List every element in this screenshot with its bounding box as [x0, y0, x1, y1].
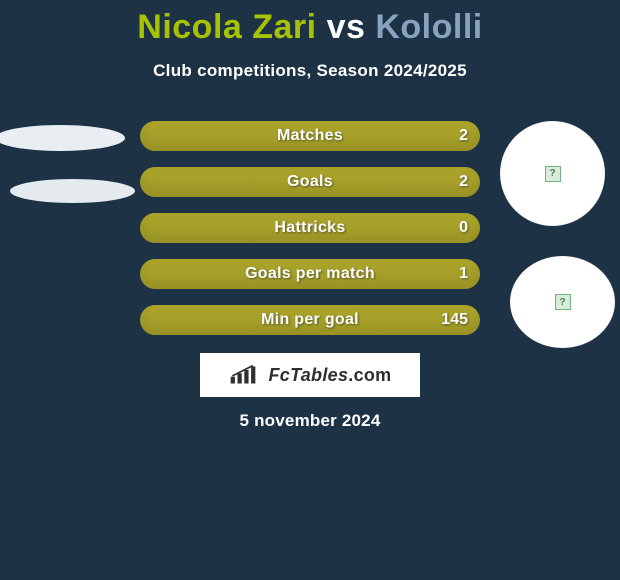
- stat-label: Goals per match: [140, 259, 480, 289]
- player1-name: Nicola Zari: [137, 8, 316, 46]
- comparison-stage: ? ? Matches 2 Goals 2 Hattricks 0 Goals …: [0, 111, 620, 471]
- stat-bar-min-per-goal: Min per goal 145: [140, 305, 480, 335]
- date-text: 5 november 2024: [0, 411, 620, 431]
- stat-bar-goals: Goals 2: [140, 167, 480, 197]
- stat-bars: Matches 2 Goals 2 Hattricks 0 Goals per …: [140, 121, 480, 351]
- stat-bar-hattricks: Hattricks 0: [140, 213, 480, 243]
- stat-label: Matches: [140, 121, 480, 151]
- stat-label: Hattricks: [140, 213, 480, 243]
- player2-photo-circle-top: ?: [500, 121, 605, 226]
- stat-value: 0: [459, 213, 468, 243]
- player2-name: Kololli: [375, 8, 482, 46]
- comparison-title: Nicola Zari vs Kololli: [0, 0, 620, 47]
- stat-value: 2: [459, 167, 468, 197]
- image-placeholder-icon: ?: [555, 294, 571, 310]
- stat-label: Min per goal: [140, 305, 480, 335]
- image-placeholder-icon: ?: [545, 166, 561, 182]
- stat-value: 1: [459, 259, 468, 289]
- stat-value: 2: [459, 121, 468, 151]
- brand-name-text: FcTables: [269, 365, 349, 385]
- player1-photo-ellipse-bottom: [10, 179, 135, 203]
- brand-suffix: .com: [348, 365, 391, 385]
- stat-bar-matches: Matches 2: [140, 121, 480, 151]
- stat-bar-goals-per-match: Goals per match 1: [140, 259, 480, 289]
- brand-name: FcTables.com: [269, 365, 392, 386]
- stat-value: 145: [441, 305, 468, 335]
- vs-text: vs: [327, 8, 366, 46]
- player1-photo-ellipse-top: [0, 125, 125, 151]
- brand-badge: FcTables.com: [200, 353, 420, 397]
- bar-chart-icon: [229, 364, 263, 386]
- subtitle: Club competitions, Season 2024/2025: [0, 61, 620, 81]
- stat-label: Goals: [140, 167, 480, 197]
- player2-photo-circle-bottom: ?: [510, 256, 615, 348]
